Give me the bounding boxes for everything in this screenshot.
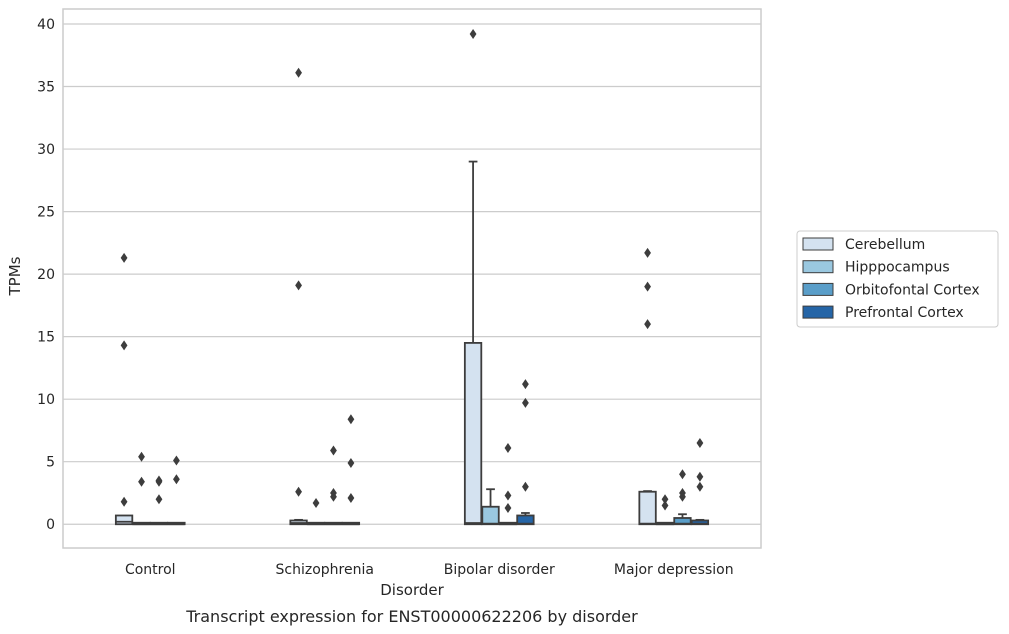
box-1-1: [306, 497, 326, 526]
outlier-2-0-1: [155, 476, 163, 487]
legend-label-3: Prefrontal Cortex: [845, 305, 964, 321]
outlier-2-2-0: [504, 442, 512, 453]
legend-label-0: Cerebellum: [845, 237, 925, 253]
outlier-3-2-0: [522, 379, 529, 390]
legend-swatch-0: [802, 237, 834, 251]
outlier-3-3-2: [696, 481, 704, 492]
legend-swatch-1: [802, 260, 834, 274]
box-0-0: [114, 252, 134, 526]
outlier-3-2-2: [522, 481, 529, 492]
outlier-0-1-2: [295, 486, 302, 497]
outlier-3-3-1: [696, 471, 704, 482]
y-tick-label-5: 25: [37, 205, 55, 221]
x-axis-ticks: Control Schizophrenia Bipolar disorder Majo…: [125, 562, 734, 578]
box-body-1-2: [481, 505, 500, 526]
outlier-0-1-1: [295, 280, 302, 291]
y-tick-label-1: 5: [46, 455, 55, 471]
box-body-0-2: [463, 342, 483, 526]
box-2-2: [498, 442, 518, 526]
outlier-1-0-1: [138, 476, 145, 487]
y-tick-label-6: 30: [37, 142, 55, 158]
outlier-2-1-2: [330, 491, 337, 502]
outlier-2-1-0: [330, 445, 337, 456]
outlier-0-0-0: [120, 252, 128, 263]
box-2-0: [149, 475, 169, 526]
chart-caption: Transcript expression for ENST0000062220…: [185, 607, 638, 626]
outlier-3-1-1: [347, 457, 355, 468]
outlier-3-0-0: [173, 455, 180, 466]
legend-swatch-2: [802, 282, 834, 296]
outlier-0-0-2: [120, 496, 128, 507]
legend-label-1: Hipppocampus: [845, 260, 950, 276]
box-1-3: [655, 494, 675, 526]
y-tick-label-7: 35: [37, 80, 55, 96]
outlier-3-2-1: [522, 397, 529, 408]
outlier-2-3-2: [679, 491, 686, 502]
x-tick-label-0: Control: [125, 562, 176, 578]
box-2-3: [673, 469, 692, 526]
outlier-0-0-1: [120, 340, 128, 351]
outlier-3-1-2: [347, 492, 355, 503]
legend-frame: [796, 230, 999, 328]
outlier-1-3-1: [661, 500, 669, 511]
y-tick-label-0: 0: [46, 517, 55, 533]
box-body-0-0: [114, 514, 134, 526]
box-body-0-3: [638, 490, 657, 526]
outlier-0-3-1: [644, 281, 651, 292]
y-tick-label-4: 20: [37, 267, 55, 283]
outlier-1-3-0: [661, 494, 669, 505]
outlier-0-3-2: [644, 319, 651, 330]
box-3-2: [516, 379, 535, 526]
box-series: [114, 29, 710, 526]
y-tick-label-3: 15: [37, 330, 55, 346]
legend: Cerebellum Hipppocampus Orbitofontal Corte…: [796, 230, 999, 328]
x-axis-label: Disorder: [380, 581, 444, 599]
box-1-0: [132, 451, 151, 526]
outlier-3-0-1: [173, 474, 180, 485]
x-tick-label-2: Bipolar disorder: [444, 562, 555, 578]
outlier-2-0-2: [155, 494, 163, 505]
x-tick-label-1: Schizophrenia: [276, 562, 374, 578]
box-2-1: [324, 445, 343, 526]
outlier-3-1-0: [347, 414, 355, 425]
outlier-0-2-0: [469, 29, 477, 40]
outlier-3-3-0: [696, 437, 704, 448]
y-axis-ticks: 0 5 10 15 20 25 30 35 40: [37, 17, 55, 533]
y-tick-label-2: 10: [37, 392, 55, 408]
box-0-1: [289, 67, 308, 526]
plot-frame: [62, 8, 762, 549]
outlier-2-3-0: [679, 469, 686, 480]
outlier-1-1-0: [312, 497, 320, 508]
outlier-1-0-0: [138, 451, 145, 462]
box-1-2: [481, 488, 500, 526]
box-3-3: [690, 437, 710, 526]
legend-swatch-3: [802, 305, 834, 319]
grid-lines: [63, 23, 761, 525]
outlier-2-2-1: [504, 490, 512, 501]
x-tick-label-3: Major depression: [614, 562, 734, 578]
box-3-0: [167, 455, 186, 526]
y-tick-label-8: 40: [37, 17, 55, 33]
box-0-3: [638, 247, 657, 526]
legend-label-2: Orbitofontal Cortex: [845, 282, 980, 298]
box-3-1: [341, 414, 361, 526]
outlier-2-2-2: [504, 502, 512, 513]
outlier-0-1-0: [295, 67, 302, 78]
y-axis-label: TPMs: [6, 256, 24, 296]
box-0-2: [463, 29, 483, 526]
outlier-0-3-0: [644, 247, 651, 258]
